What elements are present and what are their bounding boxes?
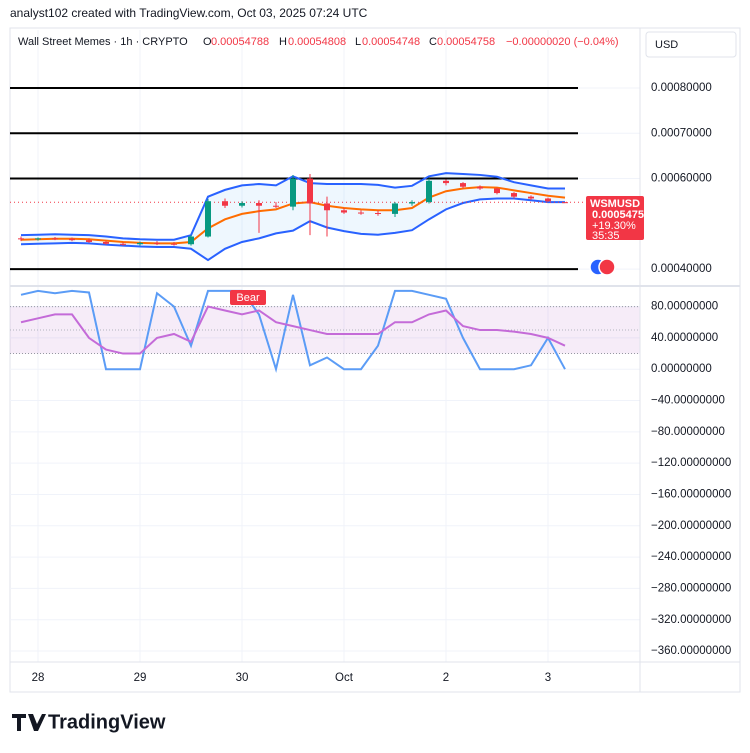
x-tick-label: 28 xyxy=(32,672,45,684)
price-label-value: 0.00054758 xyxy=(592,209,650,221)
candle-body xyxy=(69,238,75,241)
candle-body xyxy=(205,201,211,237)
y-tick-label: −160.00000000 xyxy=(651,488,731,500)
candle-body xyxy=(409,202,415,204)
candle-body xyxy=(307,178,313,204)
y-tick-label: −40.00000000 xyxy=(651,395,725,407)
ohlc-value: 0.00054808 xyxy=(288,36,346,48)
candle-body xyxy=(137,242,143,245)
price-label-box xyxy=(586,196,644,240)
x-tick-label: 29 xyxy=(134,672,147,684)
candle-body xyxy=(120,243,126,245)
candle-body xyxy=(477,186,483,189)
candle-body xyxy=(511,193,517,197)
y-tick-label: 0.00040000 xyxy=(651,263,712,275)
x-tick-label: 3 xyxy=(545,672,551,684)
candle-body xyxy=(494,188,500,194)
candle-body xyxy=(35,238,41,240)
candle-body xyxy=(273,205,279,207)
change: −0.00000020 (−0.04%) xyxy=(506,36,619,48)
y-tick-label: 0.00080000 xyxy=(651,82,712,94)
ohlc-key: C xyxy=(429,36,437,48)
candle-body xyxy=(375,212,381,214)
y-tick-label: −360.00000000 xyxy=(651,645,731,657)
ohlc-value: 0.00054748 xyxy=(362,36,420,48)
candle-body xyxy=(154,242,160,244)
candle-body xyxy=(528,196,534,199)
y-tick-label: −240.00000000 xyxy=(651,551,731,563)
candle-body xyxy=(86,240,92,242)
y-tick-label: −120.00000000 xyxy=(651,457,731,469)
y-tick-label: 0.00000000 xyxy=(651,363,712,375)
candle-body xyxy=(188,236,194,245)
x-tick-label: Oct xyxy=(335,672,354,684)
logo xyxy=(12,714,46,731)
candle-body xyxy=(222,201,228,206)
candle-body xyxy=(460,183,466,187)
candle-body xyxy=(171,243,177,245)
series-line xyxy=(20,289,566,374)
price-label-change: +19.30% xyxy=(592,220,636,232)
y-tick-label: 0.00060000 xyxy=(651,173,712,185)
candle-body xyxy=(426,180,432,203)
series-line xyxy=(20,305,566,355)
candle-body xyxy=(443,180,449,184)
price-label-countdown: 35:35 xyxy=(592,230,620,242)
ohlc-key: O xyxy=(203,36,212,48)
annotation: Bear xyxy=(236,292,260,304)
annotation-box xyxy=(230,290,266,305)
candle-body xyxy=(341,210,347,213)
candle-body xyxy=(545,198,551,202)
overlay-line xyxy=(20,197,565,262)
y-tick-label: 40.00000000 xyxy=(651,332,718,344)
brand: TradingView xyxy=(48,711,166,733)
candle-body xyxy=(52,238,58,240)
ohlc-key: H xyxy=(279,36,287,48)
candle-body xyxy=(324,203,330,211)
candle-body xyxy=(239,203,245,206)
candle-body xyxy=(358,212,364,214)
y-tick-label: −320.00000000 xyxy=(651,614,731,626)
candle-body xyxy=(256,203,262,206)
frame xyxy=(9,27,741,693)
y-tick-label: 80.00000000 xyxy=(651,301,718,313)
candle-body xyxy=(103,241,109,244)
ohlc-value: 0.00054788 xyxy=(211,36,269,48)
flag-icon xyxy=(589,258,616,276)
y-tick-label: 0.00070000 xyxy=(651,127,712,139)
y-tick-label: −80.00000000 xyxy=(651,426,725,438)
credit: analyst102 created with TradingView.com,… xyxy=(10,6,368,20)
x-tick-label: 30 xyxy=(236,672,249,684)
price-label-symbol: WSMUSD xyxy=(590,198,640,210)
candle-body xyxy=(562,202,568,204)
x-tick-label: 2 xyxy=(443,672,449,684)
y-tick-label: −280.00000000 xyxy=(651,582,731,594)
currency-button[interactable] xyxy=(645,31,737,58)
ohlc-value: 0.00054758 xyxy=(437,36,495,48)
currency[interactable]: USD xyxy=(655,39,678,51)
candle-body xyxy=(392,203,398,214)
candle-body xyxy=(18,238,24,240)
marks-layer xyxy=(10,86,640,374)
y-tick-label: −200.00000000 xyxy=(651,520,731,532)
candle-body xyxy=(290,178,296,207)
ohlc-key: L xyxy=(355,36,361,48)
symbol: Wall Street Memes · 1h · CRYPTO xyxy=(18,36,188,48)
